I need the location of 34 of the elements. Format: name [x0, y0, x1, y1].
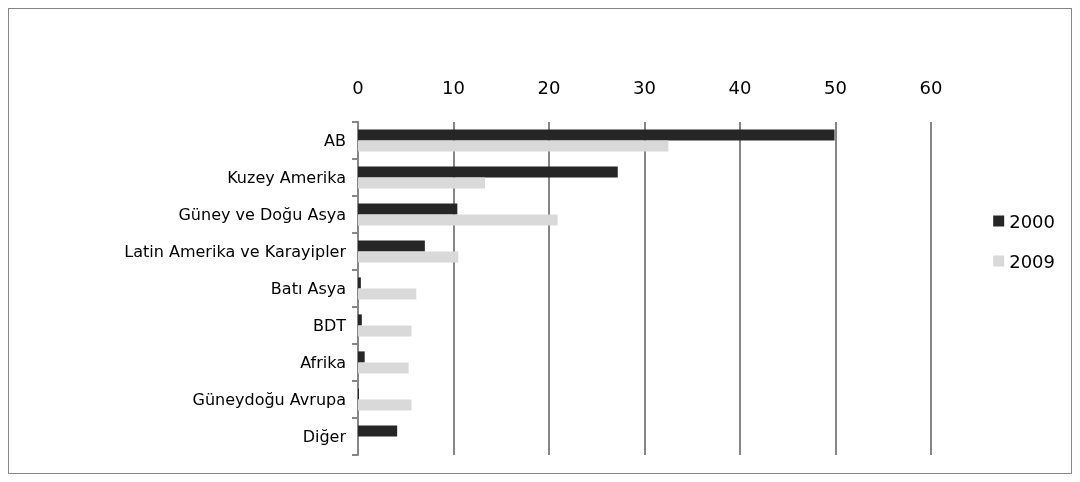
x-tick-label: 10: [442, 76, 465, 98]
bar: [358, 399, 412, 411]
legend-label: 2000: [1009, 210, 1055, 232]
legend-label: 2009: [1009, 250, 1055, 272]
bar: [358, 166, 618, 178]
bar: [358, 240, 425, 252]
bar: [358, 351, 365, 363]
bar: [358, 314, 362, 326]
bar: [358, 362, 409, 374]
x-tick-label: 50: [824, 76, 847, 98]
x-tick-label: 30: [633, 76, 656, 98]
y-tick-label: AB: [324, 131, 346, 150]
bar: [358, 214, 558, 226]
y-tick-label: Batı Asya: [270, 279, 346, 298]
y-tick-label: Latin Amerika ve Karayipler: [124, 242, 347, 261]
y-tick-label: Güneydoğu Avrupa: [192, 390, 346, 409]
x-tick-label: 20: [537, 76, 561, 98]
bar: [358, 288, 417, 300]
bar: [358, 251, 459, 263]
x-tick-label: 60: [919, 76, 943, 98]
bar: [358, 129, 835, 141]
bar: [358, 325, 412, 337]
y-tick-label: Güney ve Doğu Asya: [178, 205, 346, 224]
bar: [358, 177, 486, 189]
x-tick-label: 40: [728, 76, 752, 98]
bar: [358, 425, 398, 437]
y-tick-label: BDT: [312, 316, 347, 335]
bar: [358, 277, 361, 289]
x-tick-label: 0: [352, 76, 364, 98]
bar: [358, 140, 669, 152]
bar: [358, 203, 458, 215]
y-tick-label: Afrika: [300, 353, 346, 372]
y-tick-label: Diğer: [302, 427, 347, 446]
y-tick-label: Kuzey Amerika: [227, 168, 346, 187]
